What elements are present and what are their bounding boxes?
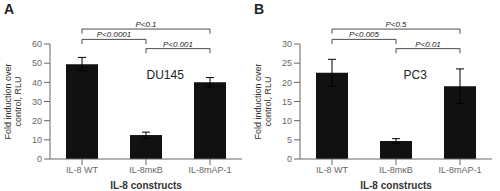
svg-text:0: 0 [37, 154, 42, 164]
svg-text:20: 20 [32, 116, 42, 126]
svg-text:IL-8 constructs: IL-8 constructs [110, 180, 182, 191]
svg-text:15: 15 [282, 97, 292, 107]
svg-text:30: 30 [282, 39, 292, 49]
svg-text:60: 60 [32, 39, 42, 49]
svg-text:A: A [8, 1, 14, 17]
svg-text:P<0.5: P<0.5 [385, 20, 407, 29]
svg-text:10: 10 [282, 116, 292, 126]
svg-text:IL-8 constructs: IL-8 constructs [360, 180, 432, 191]
svg-text:30: 30 [32, 97, 42, 107]
svg-text:20: 20 [282, 78, 292, 88]
svg-text:25: 25 [282, 58, 292, 68]
svg-text:P<0.01: P<0.01 [415, 40, 441, 49]
svg-text:40: 40 [32, 78, 42, 88]
svg-text:P<0.0001: P<0.0001 [97, 30, 131, 39]
svg-text:IL-8mAP-1: IL-8mAP-1 [188, 165, 231, 175]
svg-text:P<0.001: P<0.001 [163, 40, 193, 49]
svg-text:5: 5 [287, 135, 292, 145]
svg-text:DU145: DU145 [147, 68, 185, 82]
svg-text:10: 10 [32, 135, 42, 145]
svg-text:Fold induction over: Fold induction over [8, 63, 13, 139]
svg-text:control, RLU: control, RLU [263, 76, 273, 126]
svg-text:control, RLU: control, RLU [13, 76, 23, 126]
svg-text:IL-8mκB: IL-8mκB [379, 165, 413, 175]
svg-text:0: 0 [287, 154, 292, 164]
svg-text:IL-8 WT: IL-8 WT [66, 165, 99, 175]
svg-text:50: 50 [32, 58, 42, 68]
svg-text:B: B [254, 1, 264, 17]
svg-text:P<0.1: P<0.1 [135, 20, 156, 29]
svg-text:IL-8mκB: IL-8mκB [129, 165, 163, 175]
svg-text:IL-8mAP-1: IL-8mAP-1 [438, 165, 481, 175]
svg-text:P<0.005: P<0.005 [349, 30, 380, 39]
svg-text:Fold induction over: Fold induction over [253, 63, 263, 139]
svg-text:IL-8 WT: IL-8 WT [316, 165, 349, 175]
svg-text:PC3: PC3 [404, 68, 428, 82]
